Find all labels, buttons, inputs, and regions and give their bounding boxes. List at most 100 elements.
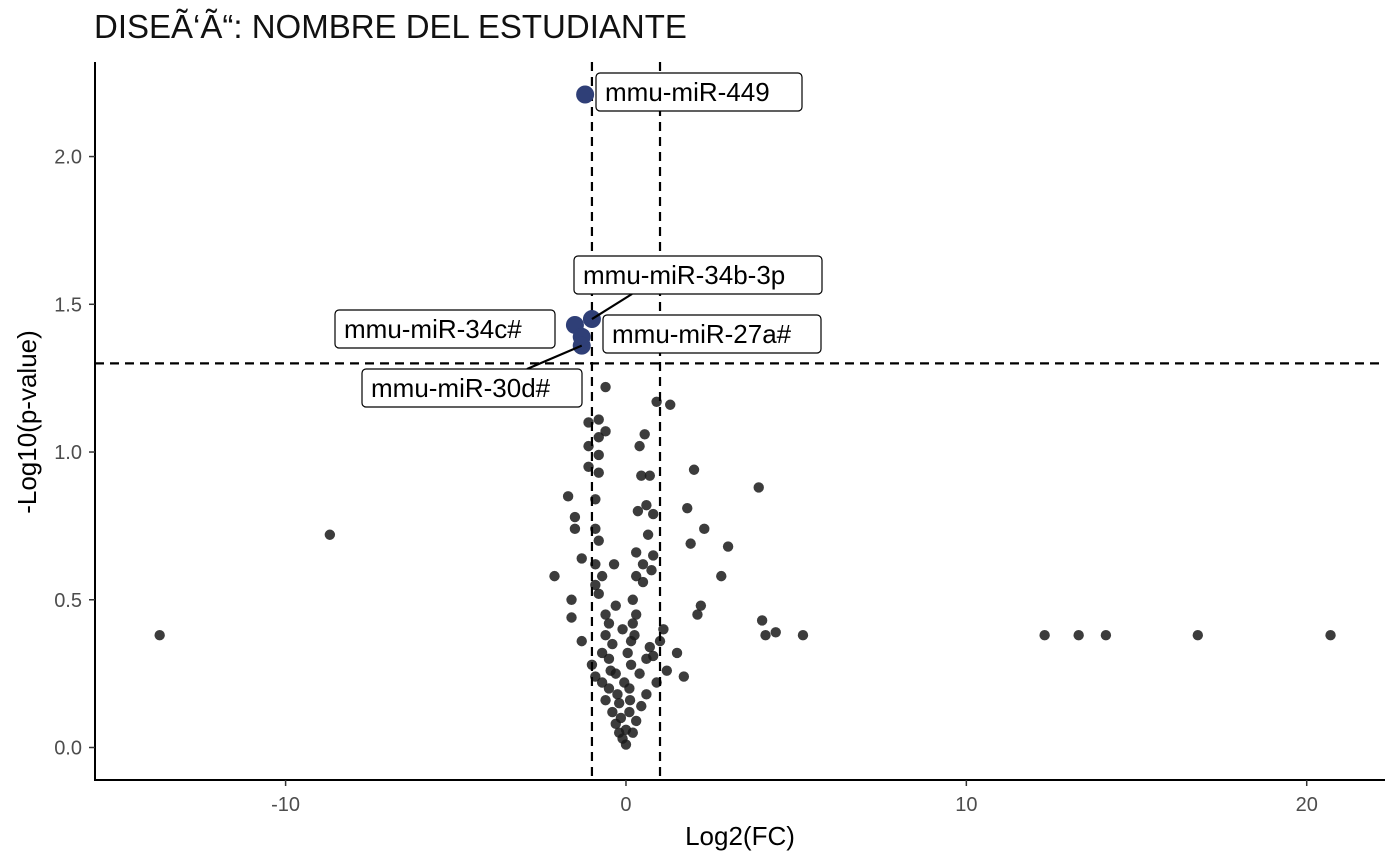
data-point <box>661 665 673 676</box>
y-tick-label: 1.5 <box>54 294 82 316</box>
y-tick-label: 1.0 <box>54 442 82 464</box>
data-point <box>688 464 700 475</box>
data-point <box>634 668 645 679</box>
highlighted-points <box>565 85 601 355</box>
label-box <box>595 72 803 112</box>
data-point <box>654 635 666 647</box>
data-point <box>576 635 587 647</box>
data-point <box>630 547 642 558</box>
data-point <box>636 700 647 712</box>
data-point <box>620 739 632 750</box>
data-point <box>695 600 707 611</box>
data-point <box>648 508 659 520</box>
data-point <box>682 502 693 514</box>
point-label: mmu-miR-34b-3p <box>583 260 785 290</box>
axes: -10 0 10 20 0.0 0.5 1.0 1.5 2.0 <box>54 62 1385 816</box>
data-point <box>593 467 604 478</box>
data-point <box>596 647 608 659</box>
point-label: mmu-miR-449 <box>605 77 770 107</box>
data-point <box>722 541 734 552</box>
point-label: mmu-miR-34c# <box>344 314 522 344</box>
data-point <box>627 618 638 629</box>
data-point <box>607 638 618 650</box>
data-point <box>566 612 577 623</box>
data-point <box>603 618 615 629</box>
data-point <box>562 491 574 502</box>
data-point <box>622 647 633 659</box>
data-point <box>665 399 676 410</box>
data-point <box>600 426 611 437</box>
y-tick-label: 0.5 <box>54 590 82 612</box>
data-point <box>629 630 640 641</box>
data-point <box>600 381 611 393</box>
data-point <box>641 689 652 700</box>
data-point <box>603 653 615 665</box>
data-point <box>637 576 649 588</box>
data-point <box>612 689 623 700</box>
data-point <box>624 695 636 706</box>
label-box <box>334 309 556 349</box>
data-point <box>648 650 659 662</box>
x-tick-label: 20 <box>1296 794 1318 816</box>
data-point <box>576 553 587 564</box>
data-point <box>617 624 628 635</box>
data-point <box>569 511 581 523</box>
data-point <box>596 677 608 688</box>
data-point <box>593 432 604 443</box>
x-tick-label: 0 <box>620 794 631 816</box>
data-point <box>641 500 652 511</box>
data-point <box>625 659 637 670</box>
data-point <box>630 570 642 582</box>
chart-title: DISEÃ‘Ã“: NOMBRE DEL ESTUDIANTE <box>94 8 687 45</box>
data-point <box>646 565 657 576</box>
data-point <box>627 727 638 738</box>
point-label: mmu-miR-30d# <box>371 373 551 403</box>
data-point <box>756 615 768 626</box>
label-connector <box>526 344 583 371</box>
label-box <box>361 368 583 408</box>
points-layer <box>154 381 1336 750</box>
data-point <box>154 630 165 641</box>
data-point <box>603 683 615 694</box>
data-point <box>593 414 604 425</box>
data-point <box>678 671 690 682</box>
data-point <box>549 570 560 582</box>
data-point <box>770 627 781 638</box>
y-axis-label: -Log10(p-value) <box>12 330 42 514</box>
data-point <box>636 470 647 481</box>
data-point <box>644 470 656 481</box>
data-point <box>753 482 764 493</box>
data-point <box>1325 630 1336 641</box>
data-point <box>630 715 642 727</box>
data-point <box>600 630 611 641</box>
data-point <box>1039 630 1050 641</box>
data-point <box>605 665 616 676</box>
data-point <box>632 505 644 517</box>
data-point <box>1073 630 1084 641</box>
data-point <box>624 706 635 718</box>
label-box <box>602 314 822 354</box>
data-point <box>1192 630 1203 641</box>
label-connector <box>591 293 633 320</box>
data-point <box>607 706 618 718</box>
data-point <box>671 647 683 659</box>
data-point <box>760 630 771 641</box>
x-tick-label: 10 <box>955 794 977 816</box>
data-point <box>639 429 650 440</box>
point-label: mmu-miR-27a# <box>612 319 792 349</box>
data-point <box>593 588 604 600</box>
x-tick-label: -10 <box>271 794 300 816</box>
data-point <box>608 559 620 570</box>
data-point <box>692 609 703 620</box>
data-point <box>619 677 630 688</box>
y-tick-label: 2.0 <box>54 147 82 169</box>
data-point <box>634 440 645 452</box>
data-point <box>600 609 611 620</box>
data-point <box>642 529 654 540</box>
data-point <box>615 712 627 724</box>
data-point <box>685 538 696 549</box>
data-point <box>324 529 336 540</box>
data-point <box>1100 630 1112 641</box>
data-point <box>610 600 621 611</box>
